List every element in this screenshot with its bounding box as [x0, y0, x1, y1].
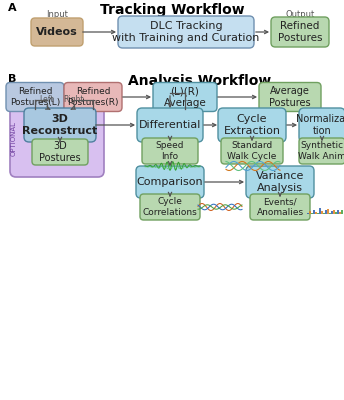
FancyBboxPatch shape	[137, 108, 203, 142]
Text: Variance
Analysis: Variance Analysis	[256, 171, 304, 193]
Text: (L)(R)
Average: (L)(R) Average	[164, 86, 206, 108]
Text: Events/
Anomalies: Events/ Anomalies	[256, 197, 303, 217]
FancyBboxPatch shape	[32, 139, 88, 165]
Bar	[327, 209, 329, 214]
FancyBboxPatch shape	[10, 100, 104, 177]
Text: Speed
Info: Speed Info	[156, 141, 184, 161]
FancyBboxPatch shape	[299, 108, 344, 142]
Text: 3D
Reconstruct: 3D Reconstruct	[22, 114, 98, 136]
Text: Videos: Videos	[36, 27, 78, 37]
FancyBboxPatch shape	[140, 194, 200, 220]
Bar	[307, 212, 309, 214]
Text: Cycle
Correlations: Cycle Correlations	[143, 197, 197, 217]
FancyBboxPatch shape	[64, 82, 122, 112]
Text: Right: Right	[64, 95, 84, 104]
Bar	[321, 211, 323, 214]
Bar	[309, 211, 311, 214]
Bar	[337, 210, 339, 214]
Text: A: A	[8, 3, 17, 13]
Text: Differential: Differential	[139, 120, 201, 130]
Text: Average
Postures: Average Postures	[269, 86, 311, 108]
Text: Standard
Walk Cycle: Standard Walk Cycle	[227, 141, 277, 161]
FancyBboxPatch shape	[250, 194, 310, 220]
Text: Refined
Postures(R): Refined Postures(R)	[67, 87, 119, 107]
FancyBboxPatch shape	[136, 166, 204, 198]
Text: OPTIONAL: OPTIONAL	[11, 120, 17, 156]
FancyBboxPatch shape	[118, 16, 254, 48]
Text: Synthetic
Walk Anim: Synthetic Walk Anim	[298, 141, 344, 161]
Bar	[311, 212, 313, 214]
FancyBboxPatch shape	[299, 138, 344, 164]
Bar	[329, 212, 331, 214]
FancyBboxPatch shape	[142, 138, 198, 164]
FancyBboxPatch shape	[24, 108, 96, 142]
Text: Analysis Workflow: Analysis Workflow	[128, 74, 272, 88]
Text: Output: Output	[286, 10, 315, 19]
FancyBboxPatch shape	[218, 108, 286, 142]
Text: Normaliza-
tion: Normaliza- tion	[296, 114, 344, 136]
FancyBboxPatch shape	[153, 82, 217, 112]
Text: Refined
Postures: Refined Postures	[278, 21, 322, 43]
Text: Input: Input	[46, 10, 68, 19]
Bar	[333, 210, 335, 214]
Text: 3D
Postures: 3D Postures	[39, 141, 81, 163]
FancyBboxPatch shape	[31, 18, 83, 46]
Text: Left: Left	[40, 95, 54, 104]
Text: B: B	[8, 74, 17, 84]
Bar	[325, 210, 327, 214]
FancyBboxPatch shape	[221, 138, 283, 164]
Bar	[339, 212, 341, 214]
Bar	[331, 211, 333, 214]
Text: DLC Tracking
with Training and Curation: DLC Tracking with Training and Curation	[112, 21, 260, 43]
Text: Cycle
Extraction: Cycle Extraction	[224, 114, 280, 136]
Bar	[317, 212, 319, 214]
Text: Comparison: Comparison	[137, 177, 203, 187]
Bar	[315, 212, 317, 214]
Bar	[335, 212, 337, 214]
Bar	[341, 210, 343, 214]
FancyBboxPatch shape	[259, 82, 321, 112]
Bar	[319, 208, 321, 214]
Text: Tracking Workflow: Tracking Workflow	[100, 3, 244, 17]
FancyBboxPatch shape	[246, 166, 314, 198]
FancyBboxPatch shape	[271, 17, 329, 47]
Bar	[313, 210, 315, 214]
Bar	[323, 212, 325, 214]
Text: Refined
Postures(L): Refined Postures(L)	[10, 87, 60, 107]
FancyBboxPatch shape	[6, 82, 64, 112]
